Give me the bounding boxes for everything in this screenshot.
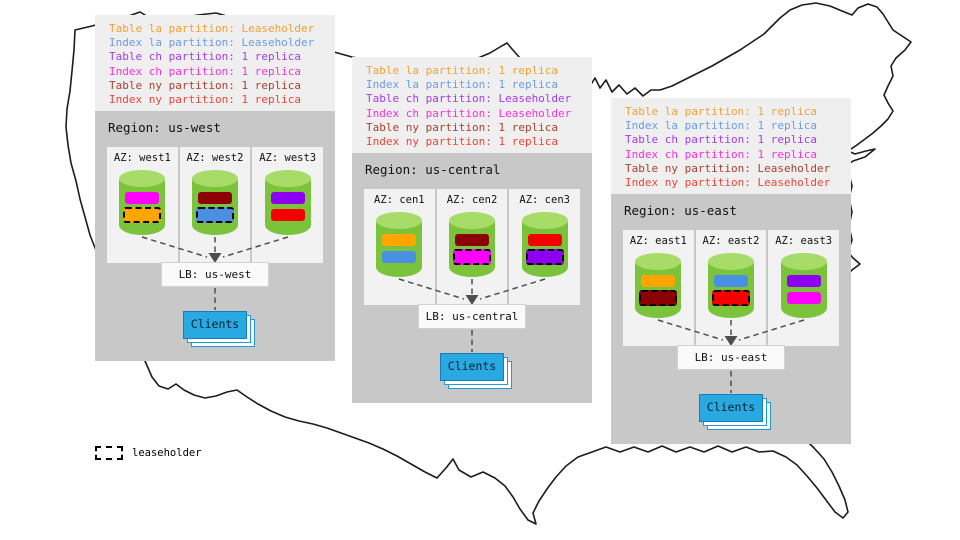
annotation-line: Table ny partition: 1 replica [109, 78, 302, 92]
load-balancer-box: LB: us-west [161, 262, 269, 287]
partition-bar-leaseholder [639, 290, 678, 306]
az-label: AZ: cen1 [374, 194, 425, 206]
partition-annotation-box: Table la partition: Leaseholder Index la… [95, 15, 335, 111]
az-box: AZ: west2 [179, 147, 251, 263]
region-group-us-central: Table la partition: 1 replica Index la p… [352, 57, 592, 403]
load-balancer-box: LB: us-east [677, 345, 785, 370]
database-cylinder-icon [708, 253, 754, 318]
partition-bar [527, 234, 562, 246]
partition-bar [786, 275, 821, 287]
annotation-line: Table la partition: Leaseholder [109, 22, 315, 35]
annotation-line: Table ny partition: Leaseholder [625, 161, 831, 175]
az-label: AZ: east3 [775, 235, 833, 247]
clients-box: Clients [440, 353, 504, 381]
partition-bar-leaseholder [525, 249, 564, 265]
annotation-line: Index ny partition: Leaseholder [625, 176, 831, 190]
az-label: AZ: cen2 [446, 194, 498, 206]
database-cylinder-icon [376, 212, 423, 277]
annotation-line: Table ch partition: 1 replica [109, 50, 302, 64]
az-row: AZ: cen1 AZ: cen2 AZ: cen3 [364, 189, 581, 305]
partition-bar [382, 234, 417, 246]
region-box-us-central: Region: us-central AZ: cen1 AZ: cen2 [352, 153, 592, 403]
database-cylinder-icon [521, 212, 568, 277]
partition-bar [270, 192, 305, 204]
annotation-line: Table ch partition: 1 replica [625, 133, 818, 147]
partition-bar [714, 275, 748, 287]
partition-bar [270, 209, 305, 221]
region-title: Region: us-east [624, 203, 737, 218]
az-box: AZ: cen2 [436, 189, 508, 305]
partition-annotation-box: Table la partition: 1 replica Index la p… [611, 98, 851, 194]
partition-bar-leaseholder [123, 207, 162, 223]
database-cylinder-icon [192, 170, 238, 235]
annotation-line: Index ch partition: 1 replica [625, 147, 818, 161]
region-box-us-west: Region: us-west AZ: west1 AZ: west2 [95, 111, 335, 361]
region-title: Region: us-west [108, 120, 221, 135]
az-box: AZ: cen1 [364, 189, 435, 305]
region-group-us-west: Table la partition: Leaseholder Index la… [95, 15, 335, 361]
az-box: AZ: east3 [768, 230, 840, 346]
az-row: AZ: east1 AZ: east2 AZ: east3 [623, 230, 840, 346]
clients-box: Clients [183, 311, 247, 339]
database-cylinder-icon [119, 170, 166, 235]
partition-bar [125, 192, 160, 204]
load-balancer-box: LB: us-central [418, 304, 526, 329]
az-box: AZ: east2 [695, 230, 767, 346]
legend-label: leaseholder [132, 447, 202, 459]
az-box: AZ: east1 [623, 230, 694, 346]
database-cylinder-icon [449, 212, 495, 277]
clients-box: Clients [699, 394, 763, 422]
partition-bar [786, 292, 821, 304]
leaseholder-swatch-icon [95, 446, 123, 460]
annotation-line: Index la partition: 1 replica [625, 119, 818, 133]
az-label: AZ: east1 [629, 235, 687, 247]
annotation-line: Table ny partition: 1 replica [366, 120, 559, 134]
az-label: AZ: cen3 [519, 194, 570, 206]
az-box: AZ: west1 [107, 147, 178, 263]
database-cylinder-icon [264, 170, 311, 235]
az-box: AZ: cen3 [509, 189, 581, 305]
annotation-line: Table ch partition: Leaseholder [366, 92, 572, 106]
az-box: AZ: west3 [252, 147, 324, 263]
az-row: AZ: west1 AZ: west2 AZ: west3 [107, 147, 324, 263]
az-label: AZ: west2 [186, 152, 244, 164]
partition-bar [382, 251, 417, 263]
partition-bar [641, 275, 676, 287]
database-cylinder-icon [635, 253, 682, 318]
partition-bar [455, 234, 489, 246]
annotation-line: Table la partition: 1 replica [625, 105, 818, 118]
annotation-line: Table la partition: 1 replica [366, 64, 559, 77]
region-title: Region: us-central [365, 162, 501, 177]
az-label: AZ: east2 [702, 235, 760, 247]
partition-bar [198, 192, 232, 204]
partition-bar-leaseholder [196, 207, 234, 223]
annotation-line: Index la partition: 1 replica [366, 78, 559, 92]
partition-annotation-box: Table la partition: 1 replica Index la p… [352, 57, 592, 153]
region-group-us-east: Table la partition: 1 replica Index la p… [611, 98, 851, 444]
annotation-line: Index ch partition: Leaseholder [366, 106, 572, 120]
az-label: AZ: west3 [259, 152, 317, 164]
annotation-line: Index la partition: Leaseholder [109, 36, 315, 50]
legend: leaseholder [95, 446, 202, 460]
region-box-us-east: Region: us-east AZ: east1 AZ: east2 [611, 194, 851, 444]
annotation-line: Index ch partition: 1 replica [109, 64, 302, 78]
annotation-line: Index ny partition: 1 replica [366, 135, 559, 149]
partition-bar-leaseholder [712, 290, 750, 306]
partition-bar-leaseholder [453, 249, 491, 265]
az-label: AZ: west1 [113, 152, 171, 164]
database-cylinder-icon [780, 253, 827, 318]
annotation-line: Index ny partition: 1 replica [109, 93, 302, 107]
